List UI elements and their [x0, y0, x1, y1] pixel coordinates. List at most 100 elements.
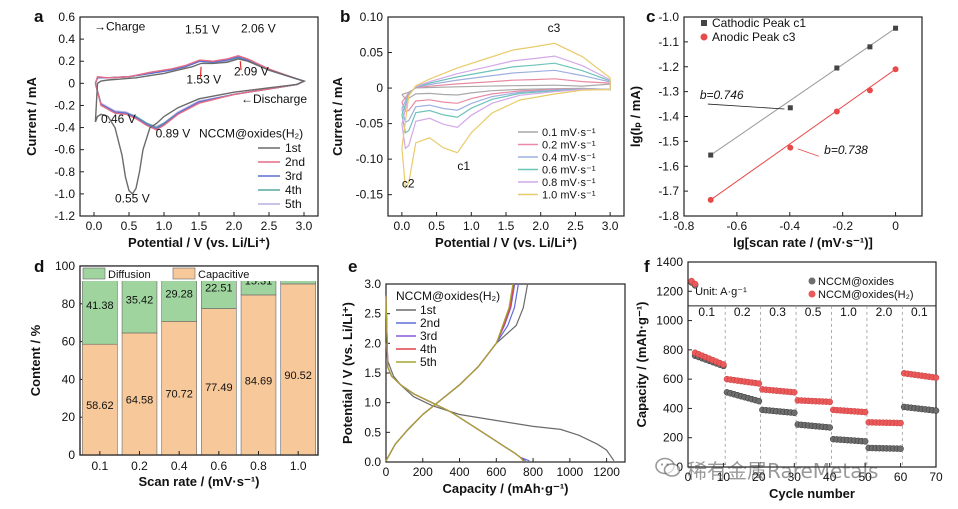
- legend-swatch: [808, 277, 816, 285]
- y-tick-label: 60: [62, 335, 76, 349]
- legend-entry: 5th: [285, 197, 302, 211]
- peak-arrow: [199, 66, 202, 78]
- data-point-cathodic: [893, 25, 899, 31]
- bar-value-label: 22.51: [205, 282, 233, 294]
- y-tick-label: 1400: [656, 255, 683, 269]
- legend-swatch: [808, 290, 816, 298]
- x-tick-label: 30: [788, 470, 802, 484]
- rate-label: 2.0: [876, 305, 893, 319]
- y-tick-label: 0.05: [360, 46, 384, 60]
- x-tick-label: 3.0: [296, 219, 313, 233]
- charge-curve-5th: [385, 283, 514, 462]
- legend-entry: 3rd: [285, 169, 302, 183]
- y-tick-label: 1.0: [364, 396, 381, 410]
- y-tick-label: 80: [62, 297, 76, 311]
- y-tick-label: 0.4: [58, 32, 75, 46]
- x-tick-label: 0.1: [91, 459, 108, 473]
- y-axis-label: Potential / V (vs. Li/Li⁺): [340, 302, 355, 444]
- panel-letter: a: [34, 7, 44, 26]
- y-tick-label: 600: [663, 372, 683, 386]
- legend-entry: 1st: [420, 303, 437, 317]
- data-point-oxides: [932, 407, 940, 414]
- legend-entry: Cathodic Peak c1: [712, 16, 806, 30]
- x-tick-label: 1.5: [498, 219, 515, 233]
- y-tick-label: -0.10: [356, 152, 384, 166]
- legend-entry: 0.4 mV·s⁻¹: [542, 152, 596, 164]
- bar-capacitive: [121, 332, 158, 456]
- rate-label: 0.1: [911, 305, 928, 319]
- data-point-anodic: [866, 87, 873, 94]
- y-tick-label: 1000: [656, 314, 683, 328]
- rate-label: 0.5: [805, 305, 822, 319]
- data-point-oxides-h2: [791, 389, 798, 396]
- y-tick-label: -1.1: [658, 35, 679, 49]
- y-tick-label: 40: [62, 372, 76, 386]
- y-tick-label: 20: [62, 410, 76, 424]
- data-point-anodic: [707, 196, 714, 203]
- discharge-arrow-label: ←Discharge: [241, 92, 307, 106]
- y-tick-label: 1200: [656, 284, 683, 298]
- peak-label: 0.55 V: [115, 192, 150, 206]
- legend-entry: NCCM@oxides: [818, 276, 894, 288]
- legend-entry: 2nd: [285, 155, 305, 169]
- annotation-arrow: [797, 148, 819, 157]
- peak-label: 2.09 V: [234, 65, 269, 79]
- x-tick-label: 1000: [556, 465, 583, 479]
- legend-entry: 0.1 mV·s⁻¹: [542, 127, 596, 139]
- legend-entry: 0.6 mV·s⁻¹: [542, 165, 596, 177]
- data-point-anodic: [892, 66, 899, 73]
- y-tick-label: -1.0: [658, 10, 679, 24]
- peak-arrow: [239, 61, 242, 71]
- x-tick-label: 2.5: [261, 219, 278, 233]
- data-point-oxides: [897, 445, 904, 452]
- legend-entry: Diffusion: [108, 269, 151, 281]
- x-tick-label: -0.2: [832, 219, 853, 233]
- y-axis-label: Current / mA: [24, 77, 39, 156]
- legend-entry: 5th: [420, 355, 437, 369]
- x-tick-label: 0: [685, 470, 692, 484]
- x-tick-label: -0.8: [674, 219, 695, 233]
- data-point-oxides-h2: [691, 280, 699, 288]
- y-tick-label: 3.0: [364, 277, 381, 291]
- x-tick-label: 1.0: [290, 459, 307, 473]
- y-tick-label: 200: [663, 431, 683, 445]
- y-axis-label: lg(Iₚ / mA): [628, 86, 643, 147]
- y-tick-label: -1.0: [54, 187, 75, 201]
- bar-value-label: 84.69: [245, 375, 273, 387]
- panel-letter: d: [34, 257, 44, 276]
- x-tick-label: 1.0: [156, 219, 173, 233]
- data-point-cathodic: [867, 44, 873, 50]
- y-tick-label: -0.8: [54, 165, 75, 179]
- wechat-icon: [655, 457, 681, 477]
- cv-rate-curve: [401, 42, 611, 190]
- data-point-cathodic: [708, 152, 714, 158]
- legend-swatch: [172, 267, 196, 280]
- x-tick-label: 0.5: [121, 219, 138, 233]
- bar-value-label: 77.49: [205, 382, 233, 394]
- x-tick-label: 1.0: [463, 219, 480, 233]
- y-tick-label: 0.0: [364, 455, 381, 469]
- panel-letter: c: [646, 7, 655, 26]
- plot-frame: [683, 16, 923, 217]
- x-tick-label: 0.5: [428, 219, 445, 233]
- x-tick-label: 800: [523, 465, 543, 479]
- data-point-oxides: [861, 438, 869, 445]
- y-tick-label: -0.05: [356, 117, 384, 131]
- x-tick-label: 2.5: [567, 219, 584, 233]
- panel-letter: e: [348, 257, 357, 276]
- y-tick-label: -0.6: [54, 143, 75, 157]
- y-tick-label: 0: [676, 460, 683, 474]
- panel-letter: f: [644, 257, 650, 276]
- bar-value-label: 41.38: [86, 300, 114, 312]
- y-tick-label: -0.2: [54, 98, 75, 112]
- bar-value-label: 58.62: [86, 400, 114, 412]
- x-tick-label: 0: [383, 465, 390, 479]
- data-point-oxides: [791, 409, 798, 417]
- fit-line: [710, 27, 896, 156]
- legend-entry: 1.0 mV·s⁻¹: [542, 190, 596, 202]
- legend-swatch: [700, 33, 708, 41]
- legend-entry: 3rd: [420, 329, 437, 343]
- y-tick-label: 0.2: [58, 54, 75, 68]
- x-tick-label: 2.0: [226, 219, 243, 233]
- data-point-anodic: [787, 144, 794, 151]
